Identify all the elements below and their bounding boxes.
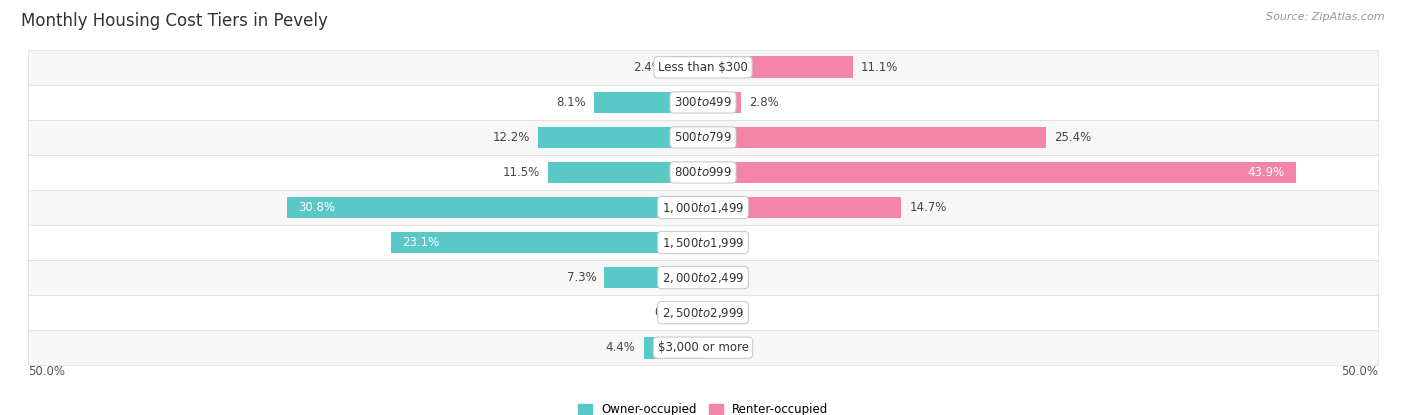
Text: 0.28%: 0.28% (654, 306, 692, 319)
Bar (671, 56, 703, 78)
Bar (28, 120, 1378, 155)
Bar (28, 225, 1378, 260)
Text: $1,500 to $1,999: $1,500 to $1,999 (662, 236, 744, 249)
Bar (593, 91, 703, 113)
Text: $800 to $999: $800 to $999 (673, 166, 733, 179)
Bar (28, 295, 1378, 330)
Text: 11.1%: 11.1% (860, 61, 898, 74)
Bar (538, 127, 703, 148)
Bar (703, 127, 1046, 148)
Bar (699, 302, 703, 324)
Text: Less than $300: Less than $300 (658, 61, 748, 74)
Text: 12.2%: 12.2% (494, 131, 530, 144)
Text: 8.1%: 8.1% (555, 96, 585, 109)
Text: $2,000 to $2,499: $2,000 to $2,499 (662, 271, 744, 285)
Text: 7.3%: 7.3% (567, 271, 596, 284)
Bar (548, 161, 703, 183)
Text: $1,000 to $1,499: $1,000 to $1,499 (662, 200, 744, 215)
Text: 2.4%: 2.4% (633, 61, 662, 74)
Text: 25.4%: 25.4% (1054, 131, 1091, 144)
Bar (28, 50, 1378, 85)
Text: $300 to $499: $300 to $499 (673, 96, 733, 109)
Bar (644, 337, 703, 359)
Text: 14.7%: 14.7% (910, 201, 946, 214)
Bar (28, 155, 1378, 190)
Legend: Owner-occupied, Renter-occupied: Owner-occupied, Renter-occupied (578, 403, 828, 415)
Bar (28, 190, 1378, 225)
Text: 50.0%: 50.0% (1341, 365, 1378, 378)
Text: 43.9%: 43.9% (1247, 166, 1285, 179)
Text: 23.1%: 23.1% (402, 236, 439, 249)
Bar (703, 161, 1295, 183)
Text: $2,500 to $2,999: $2,500 to $2,999 (662, 305, 744, 320)
Bar (287, 197, 703, 218)
Text: 4.4%: 4.4% (606, 341, 636, 354)
Text: $3,000 or more: $3,000 or more (658, 341, 748, 354)
Bar (28, 85, 1378, 120)
Text: Source: ZipAtlas.com: Source: ZipAtlas.com (1267, 12, 1385, 22)
Text: Monthly Housing Cost Tiers in Pevely: Monthly Housing Cost Tiers in Pevely (21, 12, 328, 30)
Text: 30.8%: 30.8% (298, 201, 335, 214)
Bar (28, 330, 1378, 365)
Text: 50.0%: 50.0% (28, 365, 65, 378)
Bar (703, 56, 853, 78)
Text: 2.8%: 2.8% (749, 96, 779, 109)
Bar (703, 91, 741, 113)
Text: 11.5%: 11.5% (502, 166, 540, 179)
Bar (703, 197, 901, 218)
Bar (28, 260, 1378, 295)
Text: $500 to $799: $500 to $799 (673, 131, 733, 144)
Bar (391, 232, 703, 254)
Bar (605, 267, 703, 288)
